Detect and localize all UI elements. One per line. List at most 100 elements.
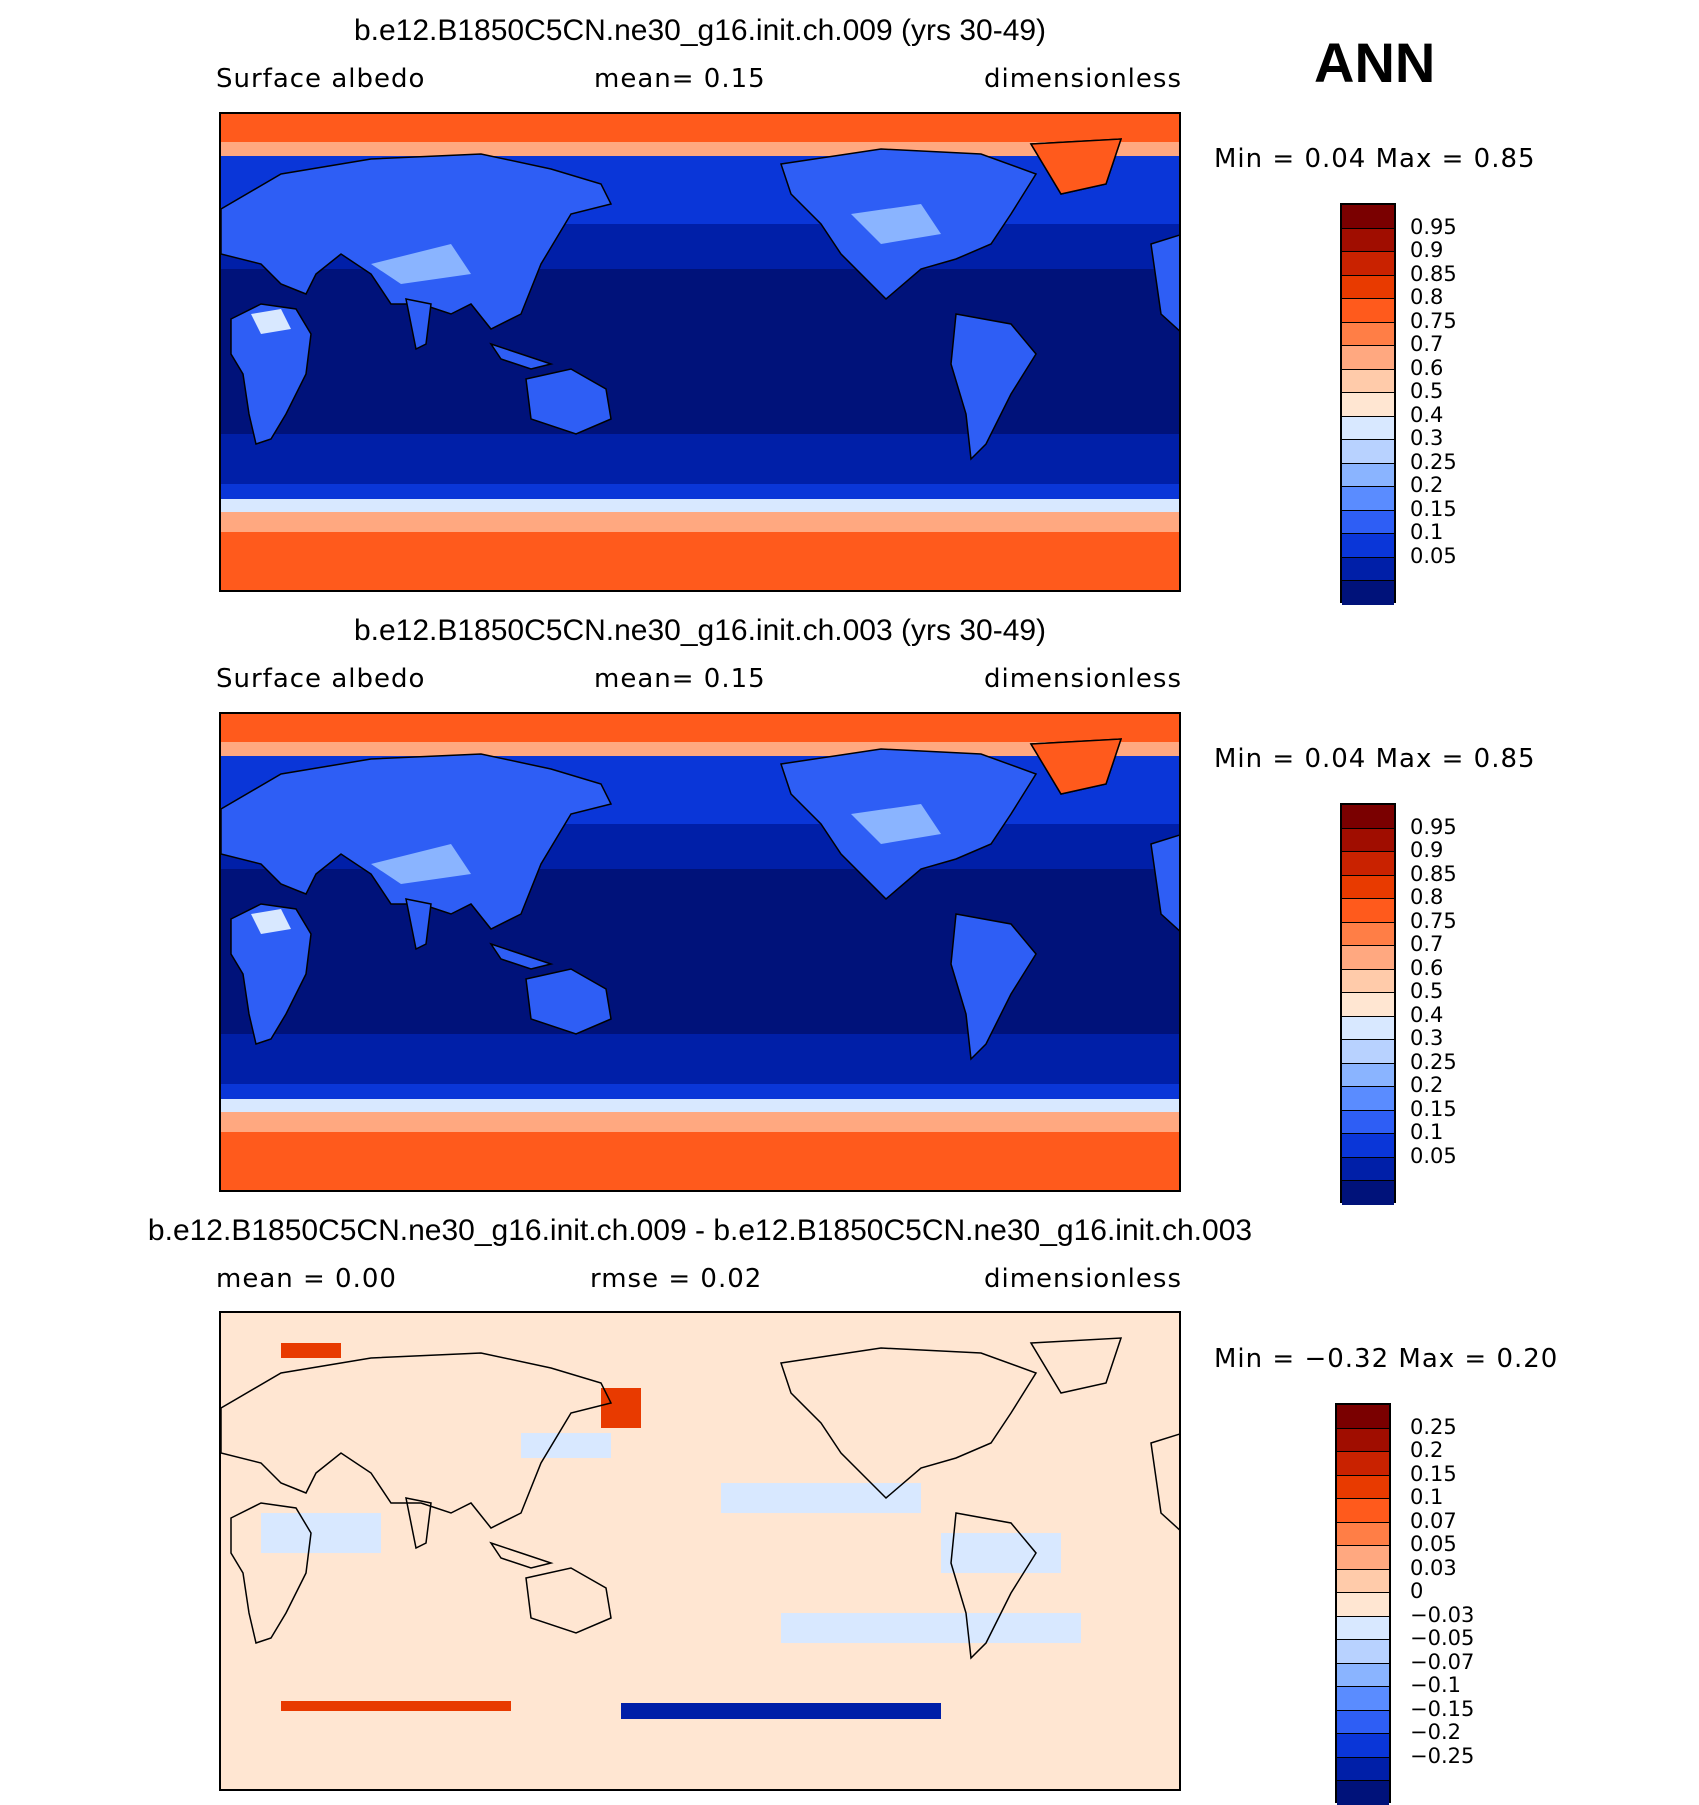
colorbar-box (1342, 946, 1394, 970)
colorbar-tick-label: 0.75 (1410, 908, 1457, 933)
colorbar-tick-label: 0.25 (1410, 449, 1457, 474)
panel-2-units-label: dimensionless (984, 664, 1182, 694)
colorbar-box (1337, 1475, 1389, 1499)
continent (1150, 234, 1179, 332)
continent (1150, 834, 1179, 932)
colorbar-tick-label: 0.1 (1410, 1485, 1444, 1509)
colorbar-tick-label: −0.2 (1410, 1720, 1461, 1744)
continent (950, 313, 1037, 461)
colorbar-box (1337, 1499, 1389, 1523)
panel-3-rmse-label: rmse = 0.02 (590, 1264, 763, 1294)
colorbar-box (1342, 875, 1394, 899)
colorbar-tick-label: 0.8 (1410, 885, 1444, 909)
colorbar-box (1342, 1181, 1394, 1205)
colorbar-box (1342, 205, 1394, 229)
panel-3-units-label: dimensionless (984, 1264, 1182, 1294)
colorbar-tick-label: 0.05 (1410, 543, 1457, 568)
panel-1-colorbar (1340, 203, 1396, 605)
colorbar-box (1337, 1569, 1389, 1593)
antarctica-ice (221, 532, 1179, 590)
colorbar-box (1342, 369, 1394, 393)
colorbar-box (1337, 1593, 1389, 1617)
southern-ocean-band (221, 1034, 1179, 1084)
colorbar-tick-label: −0.1 (1410, 1673, 1461, 1697)
panel-2-mean-label: mean= 0.15 (594, 664, 766, 694)
colorbar-box (1342, 275, 1394, 299)
colorbar-tick-label: −0.07 (1410, 1649, 1475, 1674)
continent (405, 898, 432, 951)
continent (230, 903, 312, 1045)
panel-1-map-field (221, 114, 1179, 590)
antarctic-ice-margin (221, 1112, 1179, 1132)
colorbar-box (1342, 1016, 1394, 1040)
colorbar-tick-label: 0.15 (1410, 1461, 1457, 1486)
colorbar-box (1337, 1757, 1389, 1781)
colorbar-box (1342, 463, 1394, 487)
colorbar-tick-label: 0.4 (1410, 1002, 1444, 1027)
southern-ocean-positive-anomaly (281, 1701, 511, 1711)
colorbar-tick-label: −0.03 (1410, 1602, 1475, 1627)
colorbar-box (1337, 1710, 1389, 1734)
panel-2-title: b.e12.B1850C5CN.ne30_g16.init.ch.003 (yr… (353, 614, 1047, 647)
colorbar-box (1342, 416, 1394, 440)
continent-outline (221, 1352, 613, 1529)
colorbar-tick-label: 0.5 (1410, 979, 1444, 1003)
colorbar-tick-label: 0.2 (1410, 1073, 1444, 1097)
negative-difference-patch (781, 1613, 1081, 1643)
continent (525, 968, 612, 1035)
colorbar-tick-label: 0 (1410, 1579, 1424, 1603)
colorbar-box (1342, 993, 1394, 1017)
arctic-positive-anomaly (281, 1343, 341, 1358)
antarctica-ice (221, 1132, 1179, 1190)
greenland-ice (1029, 738, 1123, 795)
colorbar-box (1337, 1640, 1389, 1664)
continent-outline (405, 1497, 432, 1550)
colorbar-tick-label: 0.95 (1410, 214, 1457, 239)
colorbar-box (1337, 1452, 1389, 1476)
tropical-ocean-band (221, 264, 1179, 434)
colorbar-tick-label: 0.07 (1410, 1508, 1457, 1533)
colorbar-tick-label: 0.05 (1410, 1143, 1457, 1168)
colorbar-box (1337, 1734, 1389, 1758)
colorbar-box (1337, 1781, 1389, 1805)
colorbar-tick-label: 0.9 (1410, 838, 1444, 862)
continent-outline (489, 1541, 554, 1569)
continent (221, 753, 613, 930)
colorbar-box (1342, 487, 1394, 511)
colorbar-box (1342, 1063, 1394, 1087)
continent (950, 913, 1037, 1061)
arctic-ice (221, 114, 1179, 144)
colorbar-tick-label: 0.03 (1410, 1555, 1457, 1580)
colorbar-box (1342, 557, 1394, 581)
colorbar-tick-label: 0.7 (1410, 332, 1444, 356)
asia-high-albedo (371, 244, 471, 284)
continent-outline (780, 1347, 1038, 1500)
colorbar-tick-label: 0.3 (1410, 426, 1444, 450)
colorbar-tick-label: 0.5 (1410, 379, 1444, 403)
colorbar-box (1337, 1616, 1389, 1640)
colorbar-box (1342, 1157, 1394, 1181)
panel-1-min-max: Min = 0.04 Max = 0.85 (1214, 144, 1536, 174)
colorbar-box (1342, 828, 1394, 852)
colorbar-box (1337, 1428, 1389, 1452)
antarctic-sea-ice-edge (221, 1099, 1179, 1114)
colorbar-tick-label: 0.9 (1410, 238, 1444, 262)
panel-2-min-max: Min = 0.04 Max = 0.85 (1214, 744, 1536, 774)
colorbar-tick-label: 0.15 (1410, 496, 1457, 521)
colorbar-box (1342, 969, 1394, 993)
panel-3-mean-label: mean = 0.00 (216, 1264, 397, 1294)
continent-outline (1029, 1337, 1123, 1394)
continent (405, 298, 432, 351)
colorbar-box (1342, 1134, 1394, 1158)
colorbar-tick-label: 0.1 (1410, 1120, 1444, 1144)
antarctic-sea-ice-edge (221, 499, 1179, 514)
panel-1-units-label: dimensionless (984, 64, 1182, 94)
colorbar-box (1342, 322, 1394, 346)
panel-1-variable-label: Surface albedo (216, 64, 426, 94)
colorbar-box (1342, 299, 1394, 323)
panel-2-colorbar (1340, 803, 1396, 1205)
colorbar-box (1342, 1040, 1394, 1064)
panel-1-mean-label: mean= 0.15 (594, 64, 766, 94)
north-america-high-albedo (851, 204, 941, 244)
colorbar-box (1337, 1546, 1389, 1570)
